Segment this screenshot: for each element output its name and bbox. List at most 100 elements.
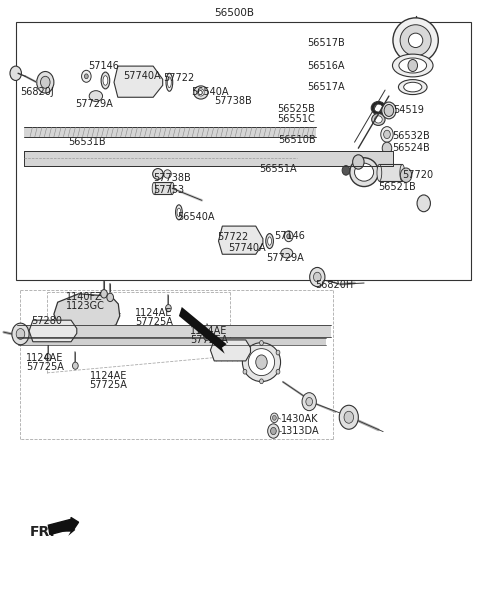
Ellipse shape xyxy=(399,58,427,73)
Circle shape xyxy=(339,405,359,429)
Ellipse shape xyxy=(164,170,171,178)
Text: 1124AE: 1124AE xyxy=(190,326,227,336)
Circle shape xyxy=(287,234,290,238)
Text: 57720: 57720 xyxy=(402,170,433,180)
Text: 56820J: 56820J xyxy=(21,87,54,98)
Bar xyxy=(154,182,172,194)
Ellipse shape xyxy=(374,116,382,123)
Text: 56551C: 56551C xyxy=(277,114,315,125)
Circle shape xyxy=(353,155,364,169)
Ellipse shape xyxy=(103,76,108,85)
Ellipse shape xyxy=(170,182,174,194)
Ellipse shape xyxy=(268,237,272,245)
Text: 57725A: 57725A xyxy=(135,317,173,327)
Ellipse shape xyxy=(168,77,171,88)
Text: 56500B: 56500B xyxy=(214,8,254,18)
Text: 1124AE: 1124AE xyxy=(135,308,172,318)
Circle shape xyxy=(243,350,247,355)
Text: 56521B: 56521B xyxy=(378,182,416,192)
Circle shape xyxy=(82,70,91,82)
Ellipse shape xyxy=(398,79,427,95)
Polygon shape xyxy=(48,524,75,536)
Ellipse shape xyxy=(177,208,181,217)
Ellipse shape xyxy=(198,89,204,96)
Ellipse shape xyxy=(393,54,433,77)
Ellipse shape xyxy=(194,86,208,99)
Circle shape xyxy=(243,369,247,374)
Text: 56524B: 56524B xyxy=(392,143,430,153)
Ellipse shape xyxy=(408,33,423,48)
Text: 57280: 57280 xyxy=(31,316,62,326)
Bar xyxy=(16,22,471,280)
Circle shape xyxy=(344,411,354,423)
Circle shape xyxy=(204,334,209,341)
Ellipse shape xyxy=(266,234,274,249)
Text: 56820H: 56820H xyxy=(315,280,353,290)
Ellipse shape xyxy=(281,248,293,258)
Bar xyxy=(24,127,316,137)
Circle shape xyxy=(84,74,88,79)
Circle shape xyxy=(166,305,171,312)
Circle shape xyxy=(260,379,264,383)
Text: 56551A: 56551A xyxy=(260,164,297,174)
Text: 1430AK: 1430AK xyxy=(281,414,319,424)
Text: 56510B: 56510B xyxy=(278,135,315,146)
Text: 57725A: 57725A xyxy=(190,335,228,345)
Circle shape xyxy=(16,329,25,340)
Circle shape xyxy=(342,166,350,175)
Circle shape xyxy=(302,393,316,411)
Text: 1140FZ: 1140FZ xyxy=(66,293,103,302)
Circle shape xyxy=(382,142,392,154)
Ellipse shape xyxy=(89,91,103,102)
Text: 1123GC: 1123GC xyxy=(66,301,105,311)
Circle shape xyxy=(310,267,325,287)
Ellipse shape xyxy=(393,18,438,63)
Circle shape xyxy=(284,231,293,241)
Text: 57729A: 57729A xyxy=(266,253,304,263)
Text: 57722: 57722 xyxy=(163,73,194,83)
Text: 57146: 57146 xyxy=(88,61,119,70)
Ellipse shape xyxy=(404,82,422,92)
Circle shape xyxy=(273,415,276,420)
Ellipse shape xyxy=(248,349,275,376)
Ellipse shape xyxy=(371,102,385,114)
Circle shape xyxy=(72,362,78,369)
Bar xyxy=(24,151,393,166)
Ellipse shape xyxy=(350,158,378,187)
Ellipse shape xyxy=(374,104,383,112)
Bar xyxy=(24,151,393,166)
Circle shape xyxy=(271,413,278,423)
Text: 57722: 57722 xyxy=(217,232,248,242)
Text: 57725A: 57725A xyxy=(26,362,64,372)
Polygon shape xyxy=(179,307,227,354)
Ellipse shape xyxy=(400,164,405,181)
Text: 56517A: 56517A xyxy=(307,82,345,92)
Circle shape xyxy=(101,290,108,298)
Text: 56540A: 56540A xyxy=(177,212,215,222)
Text: 57740A: 57740A xyxy=(123,71,161,81)
Ellipse shape xyxy=(400,25,431,56)
Text: 1313DA: 1313DA xyxy=(281,426,320,436)
Text: 57146: 57146 xyxy=(275,231,305,241)
Polygon shape xyxy=(218,226,263,254)
Text: 57738B: 57738B xyxy=(153,173,191,183)
Ellipse shape xyxy=(153,169,163,179)
Circle shape xyxy=(400,168,412,182)
Circle shape xyxy=(276,350,280,355)
Polygon shape xyxy=(29,320,77,342)
Ellipse shape xyxy=(377,164,382,181)
Polygon shape xyxy=(210,340,251,361)
Ellipse shape xyxy=(176,205,182,220)
Ellipse shape xyxy=(166,73,173,92)
Circle shape xyxy=(271,427,276,435)
Circle shape xyxy=(313,272,321,282)
Circle shape xyxy=(256,355,267,369)
Text: 57738B: 57738B xyxy=(214,96,252,107)
Circle shape xyxy=(107,293,114,302)
Text: 56525B: 56525B xyxy=(277,104,315,114)
Text: 1124AE: 1124AE xyxy=(90,371,127,381)
Text: 54519: 54519 xyxy=(393,105,423,116)
Text: 57729A: 57729A xyxy=(75,99,113,110)
Circle shape xyxy=(12,323,29,345)
Circle shape xyxy=(408,60,418,72)
